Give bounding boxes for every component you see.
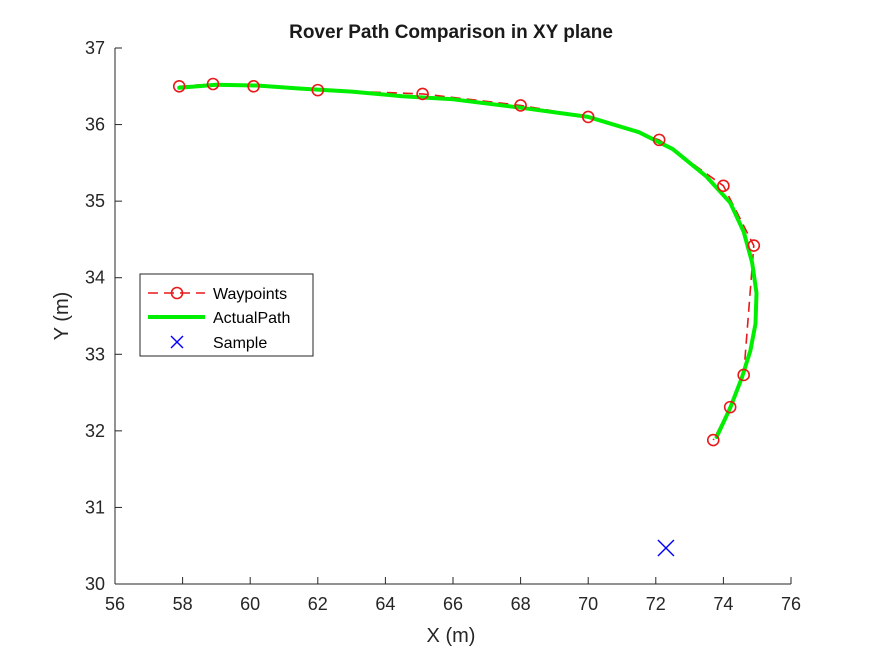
y-axis-label: Y (m) (51, 292, 73, 341)
waypoint-marker (581, 110, 595, 124)
sample-marker (657, 539, 675, 557)
y-tick-label: 31 (85, 497, 105, 517)
x-tick-label: 70 (578, 594, 598, 614)
x-tick-label: 72 (646, 594, 666, 614)
y-tick-label: 37 (85, 38, 105, 58)
x-tick-label: 56 (105, 594, 125, 614)
actualpath-line (177, 82, 759, 439)
y-tick-label: 36 (85, 115, 105, 135)
waypoint-marker (172, 79, 186, 93)
x-tick-label: 58 (173, 594, 193, 614)
legend: Waypoints ActualPath Sample (139, 273, 314, 357)
waypoint-marker (723, 400, 737, 414)
y-tick-label: 33 (85, 344, 105, 364)
chart-title: Rover Path Comparison in XY plane (289, 22, 613, 43)
waypoint-marker (514, 99, 527, 112)
y-tick-label: 34 (85, 268, 105, 288)
y-tick-label: 35 (85, 191, 105, 211)
x-tick-label: 68 (511, 594, 531, 614)
legend-sample-marker (170, 335, 184, 349)
waypoint-marker (737, 368, 750, 382)
waypoint-marker (717, 179, 730, 193)
x-tick-label: 62 (308, 594, 328, 614)
waypoint-marker (416, 87, 429, 101)
legend-actualpath-label: ActualPath (213, 310, 290, 327)
y-tick-label: 32 (85, 421, 105, 441)
x-tick-label: 60 (240, 594, 260, 614)
legend-waypoints-label: Waypoints (213, 286, 287, 303)
series-layer (172, 77, 761, 557)
x-tick-label: 64 (375, 594, 395, 614)
x-tick-label: 76 (781, 594, 801, 614)
legend-sample-label: Sample (213, 335, 267, 352)
waypoint-marker (206, 77, 220, 91)
y-tick-label: 30 (85, 574, 105, 594)
x-axis-label: X (m) (427, 625, 476, 647)
x-tick-label: 66 (443, 594, 463, 614)
waypoint-marker (247, 79, 260, 93)
axes: 56 58 60 62 64 66 68 70 72 74 76 30 31 32 33 34 35 36 37 (85, 38, 801, 614)
legend-waypoints-marker (170, 286, 184, 300)
waypoint-marker (706, 433, 720, 447)
waypoint-marker (652, 133, 666, 147)
waypoint-marker (747, 239, 761, 252)
waypoint-marker (311, 83, 325, 97)
x-tick-label: 74 (713, 594, 733, 614)
